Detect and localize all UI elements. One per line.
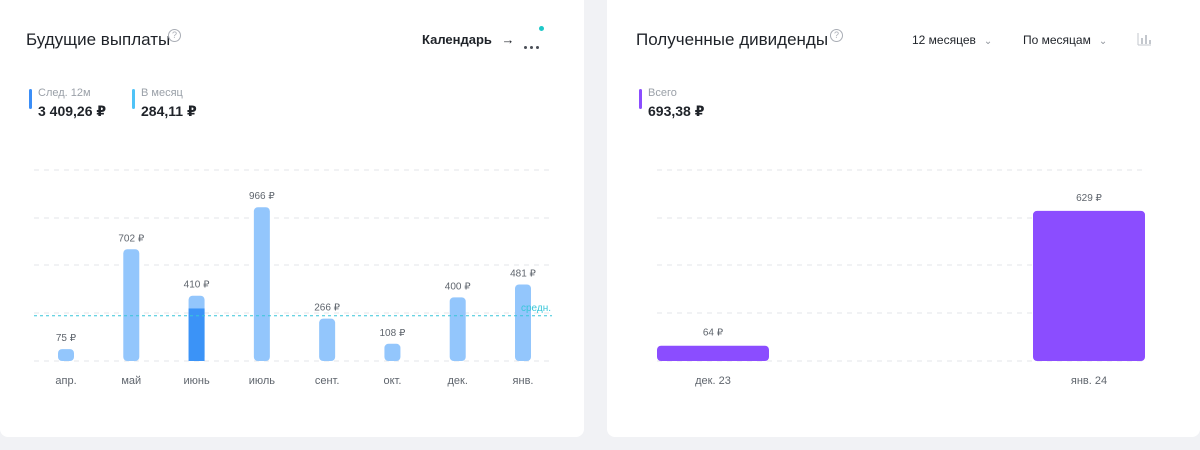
x-axis-label: дек. 23 — [695, 375, 731, 387]
bar-май — [123, 249, 140, 361]
bar-value-label: 75 ₽ — [56, 333, 77, 344]
dot-icon — [524, 46, 527, 49]
bar-value-label: 410 ₽ — [184, 280, 210, 291]
period-dropdown-value: 12 месяцев — [912, 33, 976, 47]
x-axis-label: июнь — [183, 375, 209, 387]
more-options-button[interactable] — [524, 36, 542, 54]
bar-value-label: 400 ₽ — [445, 281, 471, 292]
period-dropdown[interactable]: 12 месяцев ⌄ — [912, 33, 992, 47]
x-axis-label: дек. — [448, 375, 468, 387]
grouping-dropdown-value: По месяцам — [1023, 33, 1091, 47]
dot-icon — [536, 46, 539, 49]
bar-highlight — [188, 308, 205, 361]
stat-label: Всего — [648, 87, 677, 99]
chevron-down-icon: ⌄ — [1098, 36, 1108, 47]
x-axis-label: янв. — [513, 375, 534, 387]
bar-value-label: 702 ₽ — [118, 233, 144, 244]
stat-color-bar — [29, 89, 32, 109]
bar-value-label: 266 ₽ — [314, 303, 340, 314]
bar-апр. — [58, 349, 74, 361]
bar-янв. — [515, 284, 531, 361]
stat-value: 693,38 ₽ — [648, 103, 705, 119]
received-dividends-card: Полученные дивиденды ? 12 месяцев ⌄ По ме… — [607, 0, 1200, 437]
calendar-link-label: Календарь — [422, 32, 492, 47]
future-payouts-title: Будущие выплаты — [26, 30, 171, 49]
stat-color-bar — [132, 89, 135, 109]
bar-value-label: 108 ₽ — [380, 328, 406, 339]
bar-дек. — [449, 297, 466, 361]
help-icon[interactable]: ? — [830, 29, 843, 42]
future-payouts-card: Будущие выплаты ? Календарь → След. 12м … — [0, 0, 584, 437]
x-axis-label: май — [121, 375, 141, 387]
dot-icon — [530, 46, 533, 49]
bar-value-label: 481 ₽ — [510, 268, 536, 279]
received-dividends-chart: 64 ₽ дек. 23 629 ₽ янв. 24 — [657, 169, 1147, 387]
bar-дек. 23 — [657, 345, 769, 361]
x-axis-label: июль — [249, 375, 276, 387]
bar-chart-icon[interactable] — [1137, 33, 1152, 46]
average-label: средн. — [521, 303, 551, 314]
x-axis-label: окт. — [383, 375, 401, 387]
stat-color-bar — [639, 89, 642, 109]
stat-value: 284,11 ₽ — [141, 103, 197, 119]
bar-value-label: 629 ₽ — [1076, 193, 1102, 204]
chevron-down-icon: ⌄ — [983, 36, 993, 47]
stat-label: След. 12м — [38, 87, 91, 99]
stat-per-month: В месяц 284,11 ₽ — [132, 87, 197, 120]
x-axis-label: апр. — [55, 375, 76, 387]
stat-value: 3 409,26 ₽ — [38, 103, 107, 119]
stat-label: В месяц — [141, 87, 183, 99]
bar-value-label: 966 ₽ — [249, 191, 275, 202]
stat-next-12m: След. 12м 3 409,26 ₽ — [29, 87, 106, 120]
x-axis-label: янв. 24 — [1071, 375, 1107, 387]
bar-value-label: 64 ₽ — [703, 328, 724, 339]
calendar-link[interactable]: Календарь → — [422, 32, 515, 47]
notification-dot — [539, 26, 544, 31]
x-axis-label: сент. — [315, 375, 340, 387]
bar-сент. — [319, 318, 336, 361]
received-dividends-title: Полученные дивиденды — [636, 30, 829, 49]
bar-окт. — [384, 343, 401, 361]
grouping-dropdown[interactable]: По месяцам ⌄ — [1023, 33, 1107, 47]
bar-июль — [253, 207, 270, 361]
bar-янв. 24 — [1033, 210, 1145, 361]
arrow-right-icon: → — [501, 32, 515, 47]
future-payouts-chart: 75 ₽ апр. 702 ₽ май 410 ₽ июнь 966 ₽ июль 266 ₽ с… — [34, 169, 552, 387]
help-icon[interactable]: ? — [168, 29, 181, 42]
stat-total: Всего 693,38 ₽ — [639, 87, 704, 120]
